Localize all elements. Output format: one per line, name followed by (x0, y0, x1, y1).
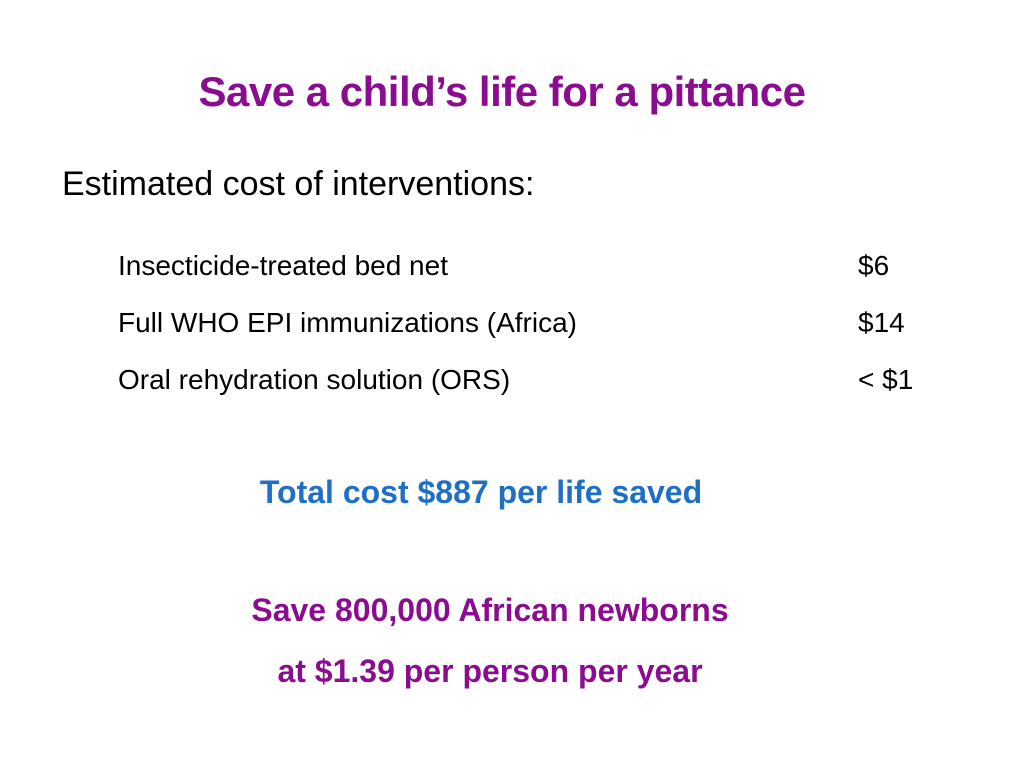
intervention-label: Oral rehydration solution (ORS) (118, 364, 511, 395)
intervention-label: Insecticide-treated bed net (118, 250, 448, 281)
intervention-cost: < $1 (858, 364, 914, 395)
intervention-label: Full WHO EPI immunizations (Africa) (118, 307, 577, 338)
save-statement-line: at $1.39 per person per year (277, 653, 703, 689)
save-statement-line: Save 800,000 African newborns (251, 592, 729, 628)
intervention-row: Full WHO EPI immunizations (Africa) $14 (118, 307, 948, 347)
slide-title: Save a child’s life for a pittance (198, 68, 807, 115)
intervention-row: Insecticide-treated bed net $6 (118, 250, 948, 290)
intervention-cost: $14 (858, 307, 905, 338)
total-cost-statement: Total cost $887 per life saved (259, 474, 703, 510)
intervention-row: Oral rehydration solution (ORS) < $1 (118, 364, 948, 404)
intervention-cost: $6 (858, 250, 890, 281)
slide-subtitle: Estimated cost of interventions: (62, 165, 535, 203)
